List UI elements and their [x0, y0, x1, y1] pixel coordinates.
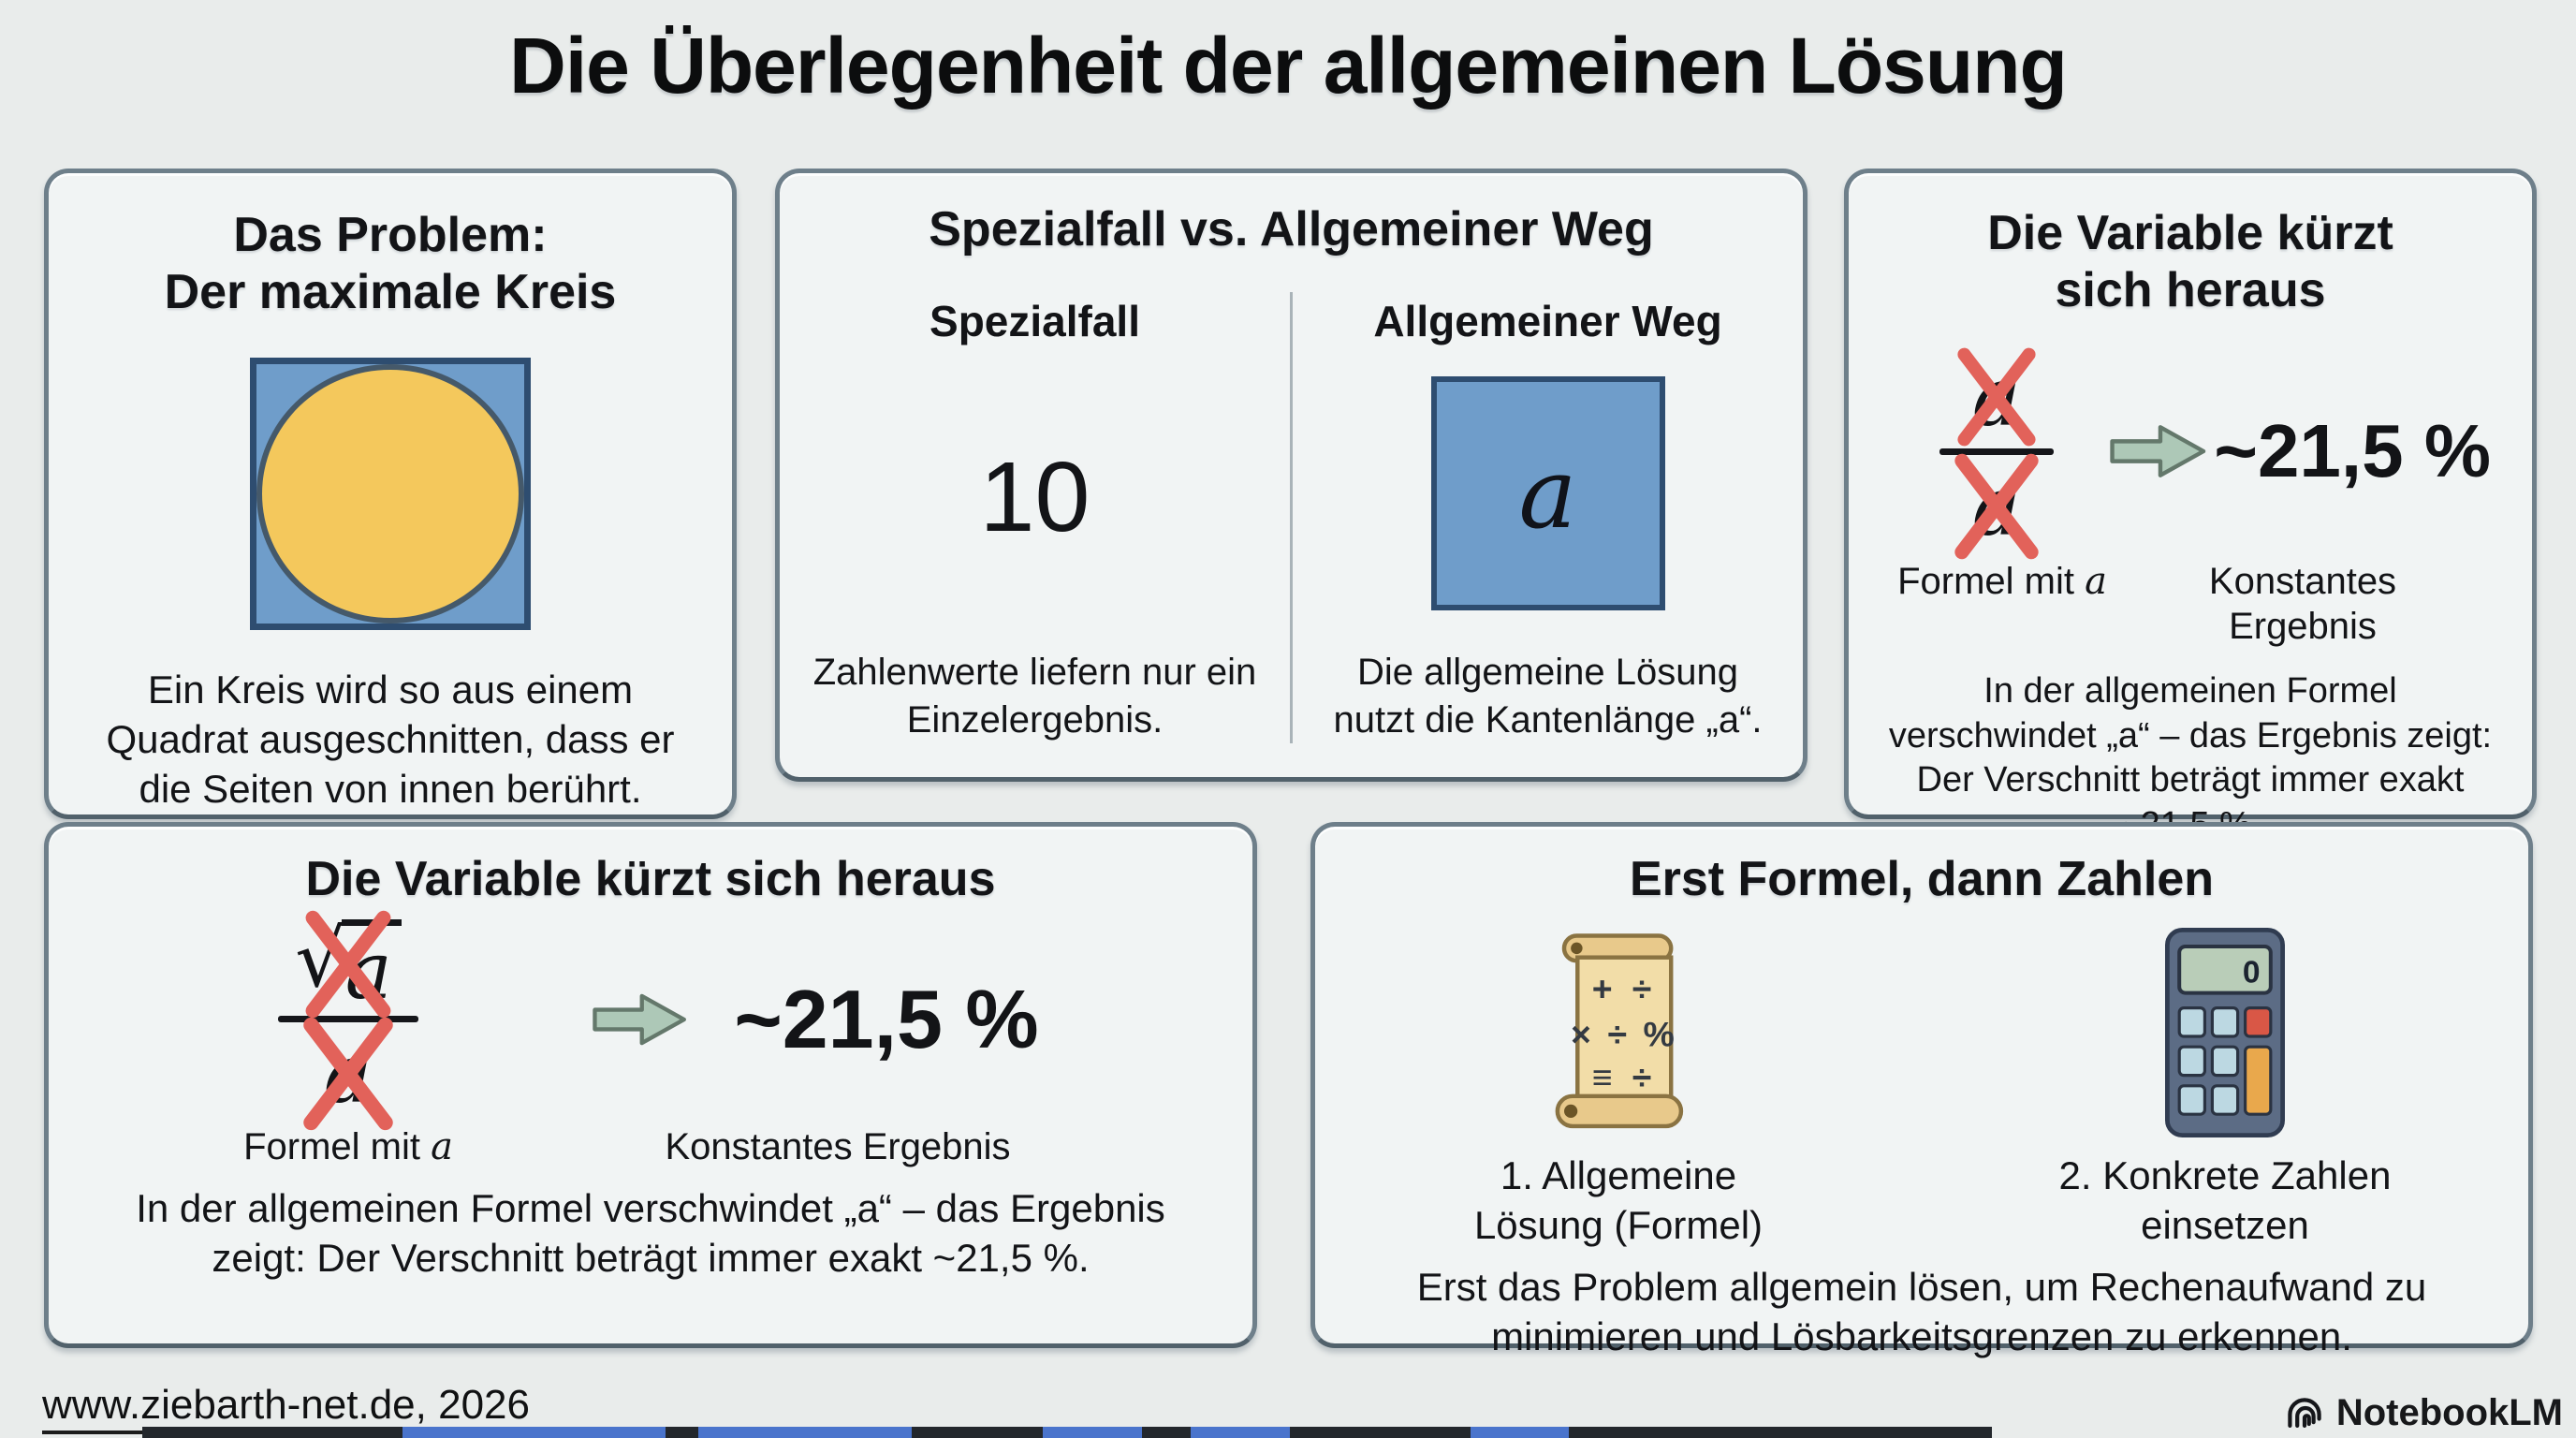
- constant-result-label: Konstantes Ergebnis: [2208, 560, 2397, 647]
- red-cross-icon: [303, 1018, 393, 1131]
- panel-problem-heading-line2: Der maximale Kreis: [164, 265, 617, 320]
- red-cross-icon: [305, 911, 391, 1019]
- notebooklm-wordmark: NotebookLM: [2335, 1392, 2563, 1433]
- formula-label-var: a: [431, 1125, 453, 1169]
- arrow-right-icon: [593, 993, 686, 1046]
- panel-variable-small-heading: Die Variable kürzt sich heraus: [1987, 205, 2393, 320]
- formula-scroll-icon: + ÷ × ÷ % ≡ ÷: [1535, 921, 1702, 1144]
- workflow-steps: + ÷ × ÷ % ≡ ÷ 1. Allgemeine Lösung (Form…: [1315, 921, 2528, 1250]
- panel-variable-small-heading-line1: Die Variable kürzt: [1987, 206, 2393, 260]
- step-numbers: 0 2. Konkrete Zahlen einsetzen: [1922, 921, 2528, 1250]
- panel-problem-body: Ein Kreis wird so aus einem Quadrat ausg…: [106, 668, 675, 812]
- arrow-right-icon: [2110, 425, 2206, 478]
- scroll-symbols-row3: ≡ ÷: [1592, 1058, 1657, 1097]
- fraction-numerator: a: [1957, 347, 2036, 447]
- calculator-display-value: 0: [2243, 956, 2261, 990]
- bottom-bar-segment: [1043, 1427, 1142, 1438]
- special-case-heading: Spezialfall: [929, 297, 1140, 346]
- fraction-denominator: a: [303, 1018, 393, 1131]
- general-way-heading: Allgemeiner Weg: [1373, 297, 1722, 346]
- notebooklm-watermark: NotebookLM: [2284, 1392, 2563, 1434]
- inscribed-circle-graphic: [256, 363, 524, 624]
- bottom-edge-bar: [142, 1427, 1992, 1438]
- special-case-value: 10: [979, 442, 1090, 553]
- notebooklm-logo-icon: [2288, 1397, 2321, 1428]
- special-case-column: Spezialfall 10 Zahlenwerte liefern nur e…: [780, 283, 1290, 743]
- column-divider: [1290, 292, 1293, 743]
- formula-label-text: Formel mit: [243, 1126, 432, 1168]
- formula-label-var: a: [2085, 559, 2107, 603]
- bottom-bar-segment: [1471, 1427, 1569, 1438]
- bottom-bar-segment: [402, 1427, 666, 1438]
- panel-problem-heading: Das Problem: Der maximale Kreis: [165, 207, 617, 322]
- step-formula-label: 1. Allgemeine Lösung (Formel): [1473, 1153, 1764, 1247]
- bottom-bar-segment: [698, 1427, 912, 1438]
- general-way-column: Allgemeiner Weg a Die allgemeine Lösung …: [1293, 283, 1803, 743]
- special-case-body: Zahlenwerte liefern nur ein Einzelergebn…: [812, 652, 1257, 741]
- red-cross-icon: [1957, 347, 2036, 447]
- page-title: Die Überlegenheit der allgemeinen Lösung: [509, 22, 2068, 110]
- scroll-symbols-row1: + ÷: [1592, 969, 1657, 1008]
- fraction-zone: √ a a: [105, 911, 592, 1131]
- formula-label: Formel mit a: [1890, 559, 2115, 604]
- formula-label: Formel mit a: [105, 1124, 592, 1169]
- fraction-sqrt-a-over-a: √ a a: [278, 911, 418, 1131]
- panel-comparison: Spezialfall vs. Allgemeiner Weg Spezialf…: [775, 169, 1808, 782]
- constant-result-label: Konstantes Ergebnis: [665, 1126, 1011, 1168]
- fraction-bar: [278, 1016, 418, 1023]
- step-formula: + ÷ × ÷ % ≡ ÷ 1. Allgemeine Lösung (Form…: [1315, 921, 1922, 1250]
- panel-variable-small-heading-line2: sich heraus: [2055, 263, 2326, 318]
- equation-labels: Formel mit a Konstantes Ergebnis: [49, 1124, 1252, 1169]
- fraction-denominator: a: [1954, 453, 2039, 559]
- panel-variable-large-heading: Die Variable kürzt sich heraus: [305, 852, 996, 906]
- bottom-bar-segment: [1191, 1427, 1290, 1438]
- panel-workflow-body: Erst das Problem allgemein lösen, um Rec…: [1416, 1265, 2427, 1359]
- panel-workflow: Erst Formel, dann Zahlen + ÷ × ÷ % ≡ ÷: [1310, 822, 2533, 1358]
- fraction-bar: [1939, 448, 2054, 455]
- fraction-a-over-a: a a: [1890, 347, 2103, 559]
- variable-square-graphic: a: [1430, 376, 1665, 611]
- panel-workflow-heading: Erst Formel, dann Zahlen: [1629, 852, 2215, 906]
- result-value: ~21,5 %: [734, 972, 1039, 1065]
- comparison-columns: Spezialfall 10 Zahlenwerte liefern nur e…: [780, 283, 1803, 777]
- calculator-icon: 0: [2160, 921, 2290, 1144]
- cancellation-equation: a a: [1849, 347, 2532, 559]
- footer-year: , 2026: [415, 1382, 530, 1428]
- variable-square-label: a: [1518, 436, 1577, 551]
- panel-variable-cancels-small: Die Variable kürzt sich heraus a a: [1844, 169, 2537, 844]
- equation-labels: Formel mit a Konstantes Ergebnis: [1849, 559, 2532, 649]
- step-numbers-label: 2. Konkrete Zahlen einsetzen: [2058, 1153, 2392, 1247]
- result-value: ~21,5 %: [2214, 409, 2491, 493]
- website-link[interactable]: www.ziebarth-net.de: [42, 1382, 416, 1434]
- cancellation-equation: √ a a: [49, 911, 1252, 1131]
- panel-variable-large-body: In der allgemeinen Formel verschwindet „…: [136, 1186, 1165, 1281]
- footer: www.ziebarth-net.de, 2026: [42, 1382, 530, 1434]
- panel-problem: Das Problem: Der maximale Kreis Ein Krei…: [44, 169, 737, 819]
- general-way-body: Die allgemeine Lösung nutzt die Kantenlä…: [1333, 652, 1763, 741]
- panel-comparison-heading: Spezialfall vs. Allgemeiner Weg: [929, 202, 1654, 257]
- panel-variable-cancels-large: Die Variable kürzt sich heraus √ a a: [44, 822, 1257, 1348]
- square-graphic: [250, 357, 531, 631]
- panel-problem-heading-line1: Das Problem:: [233, 208, 548, 262]
- scroll-symbols-row2: × ÷ %: [1571, 1015, 1677, 1054]
- formula-label-text: Formel mit: [1897, 560, 2086, 602]
- red-cross-icon: [1954, 453, 2039, 559]
- fraction-numerator: √ a: [295, 911, 402, 1019]
